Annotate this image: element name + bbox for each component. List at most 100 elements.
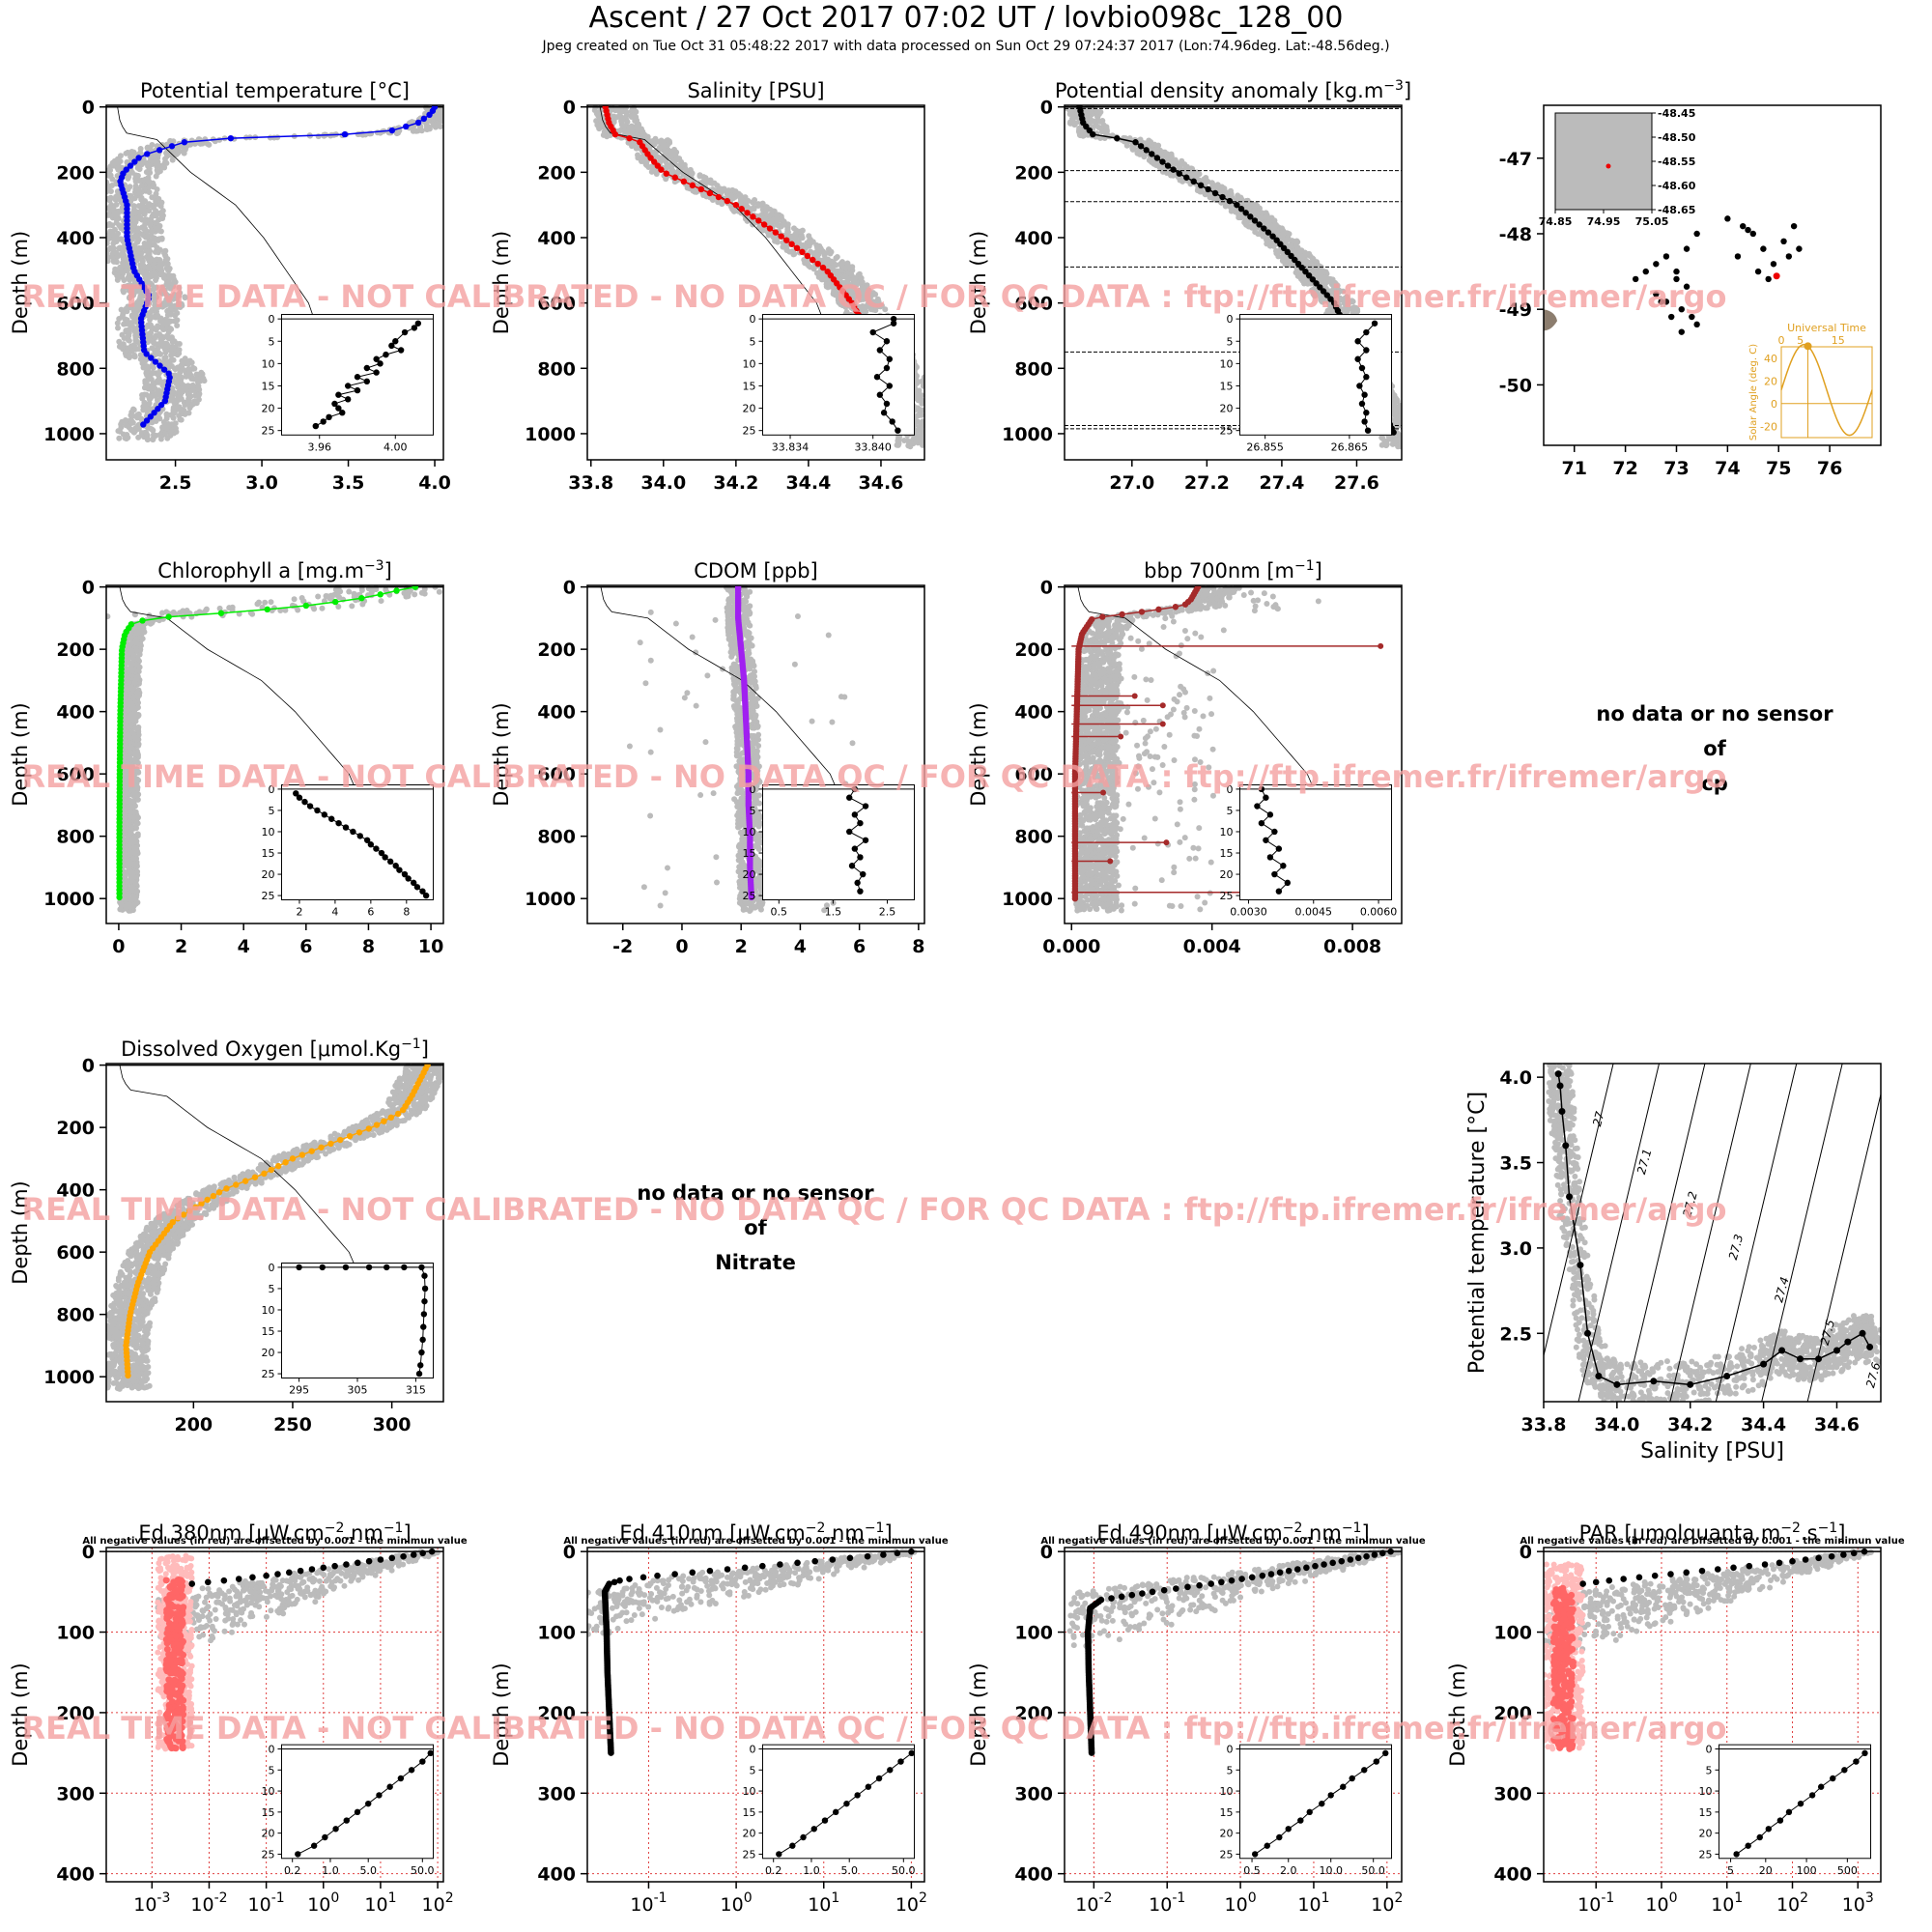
historical-point — [157, 351, 164, 357]
historical-point — [175, 150, 182, 156]
historical-point — [157, 270, 164, 277]
historical-point — [177, 388, 184, 395]
historical-point — [153, 219, 159, 226]
profile-point — [156, 362, 163, 369]
historical-point — [159, 261, 166, 268]
historical-point — [836, 271, 842, 278]
inset-point — [363, 378, 371, 385]
historical-point — [106, 222, 111, 229]
inset-y-tick-label: 25 — [742, 425, 755, 438]
historical-point — [762, 207, 769, 213]
historical-point — [154, 325, 160, 331]
inset-y-tick-label: 15 — [742, 380, 755, 392]
plot-area — [106, 105, 443, 443]
historical-point — [1312, 269, 1319, 275]
historical-point — [143, 234, 150, 241]
historical-point — [146, 189, 153, 196]
profile-point — [1153, 155, 1161, 161]
historical-point — [128, 169, 135, 176]
historical-point — [639, 126, 645, 132]
historical-point — [148, 393, 155, 400]
historical-point — [165, 268, 172, 274]
historical-point — [1123, 142, 1130, 149]
historical-point — [176, 350, 183, 356]
y-tick-label: 400 — [56, 228, 95, 249]
historical-point — [108, 253, 115, 260]
historical-point — [163, 415, 170, 422]
inset-x-tick-label: 3.96 — [307, 440, 331, 453]
historical-point — [156, 432, 163, 439]
profile-point — [760, 221, 768, 228]
inset-point — [354, 374, 361, 381]
profile-point — [1211, 189, 1219, 197]
y-tick-label: 1000 — [43, 424, 95, 445]
inset-point — [876, 391, 884, 398]
historical-point — [858, 274, 865, 281]
historical-point — [167, 326, 174, 332]
historical-point — [622, 108, 629, 115]
plot-title: Potential density anomaly [kg.m−3] — [1055, 78, 1411, 102]
historical-point — [126, 424, 132, 431]
profile-point — [799, 248, 806, 256]
historical-point — [128, 322, 134, 328]
historical-point — [1172, 156, 1179, 163]
profile-point — [611, 130, 619, 138]
historical-point — [915, 394, 922, 401]
historical-point — [185, 410, 192, 416]
historical-point — [131, 242, 138, 248]
historical-point — [1264, 238, 1271, 244]
historical-point — [806, 233, 812, 240]
x-tick-label: 33.8 — [568, 472, 613, 494]
historical-point — [106, 185, 111, 191]
historical-point — [744, 203, 751, 210]
historical-point — [135, 346, 142, 353]
historical-point — [106, 179, 110, 185]
profile-point — [766, 225, 774, 232]
x-tick-label: 3.0 — [245, 472, 278, 494]
historical-point — [1067, 119, 1074, 126]
historical-point — [127, 184, 133, 190]
historical-point — [1244, 197, 1251, 204]
historical-point — [836, 298, 842, 305]
profile-point — [724, 197, 731, 205]
inset-point — [339, 410, 346, 416]
historical-point — [141, 399, 148, 406]
historical-point — [111, 211, 118, 217]
profile-point — [1190, 178, 1197, 185]
historical-point — [355, 131, 361, 138]
historical-point — [144, 372, 151, 379]
historical-point — [916, 407, 923, 413]
historical-point — [728, 192, 735, 199]
historical-point — [146, 162, 153, 169]
historical-point — [167, 285, 174, 292]
historical-point — [167, 318, 174, 325]
historical-point — [132, 218, 139, 225]
historical-point — [786, 248, 793, 255]
historical-point — [131, 342, 138, 349]
historical-point — [155, 312, 161, 319]
historical-point — [635, 152, 641, 158]
inset-point — [876, 347, 884, 354]
historical-point — [116, 435, 123, 441]
historical-point — [128, 418, 135, 425]
inset-y-tick-label: 5 — [268, 335, 274, 348]
inset-point — [335, 405, 342, 412]
historical-point — [120, 311, 127, 318]
panel-temp: Potential temperature [°C]2.5 3.0 3.5 4.002… — [9, 79, 451, 494]
historical-point — [138, 416, 145, 423]
historical-point — [146, 184, 153, 190]
profile-point — [168, 143, 176, 150]
historical-point — [169, 156, 176, 163]
inset-y-tick-label: 20 — [742, 403, 755, 415]
historical-point — [921, 374, 924, 381]
historical-point — [138, 194, 145, 201]
profile-point — [403, 123, 410, 130]
historical-point — [124, 317, 130, 324]
x-tick-label: 3.5 — [332, 472, 365, 494]
profile-point — [1164, 162, 1172, 169]
historical-point — [123, 150, 129, 156]
historical-point — [327, 132, 334, 139]
plot-title: Potential temperature [°C] — [140, 79, 410, 102]
historical-point — [200, 375, 207, 382]
